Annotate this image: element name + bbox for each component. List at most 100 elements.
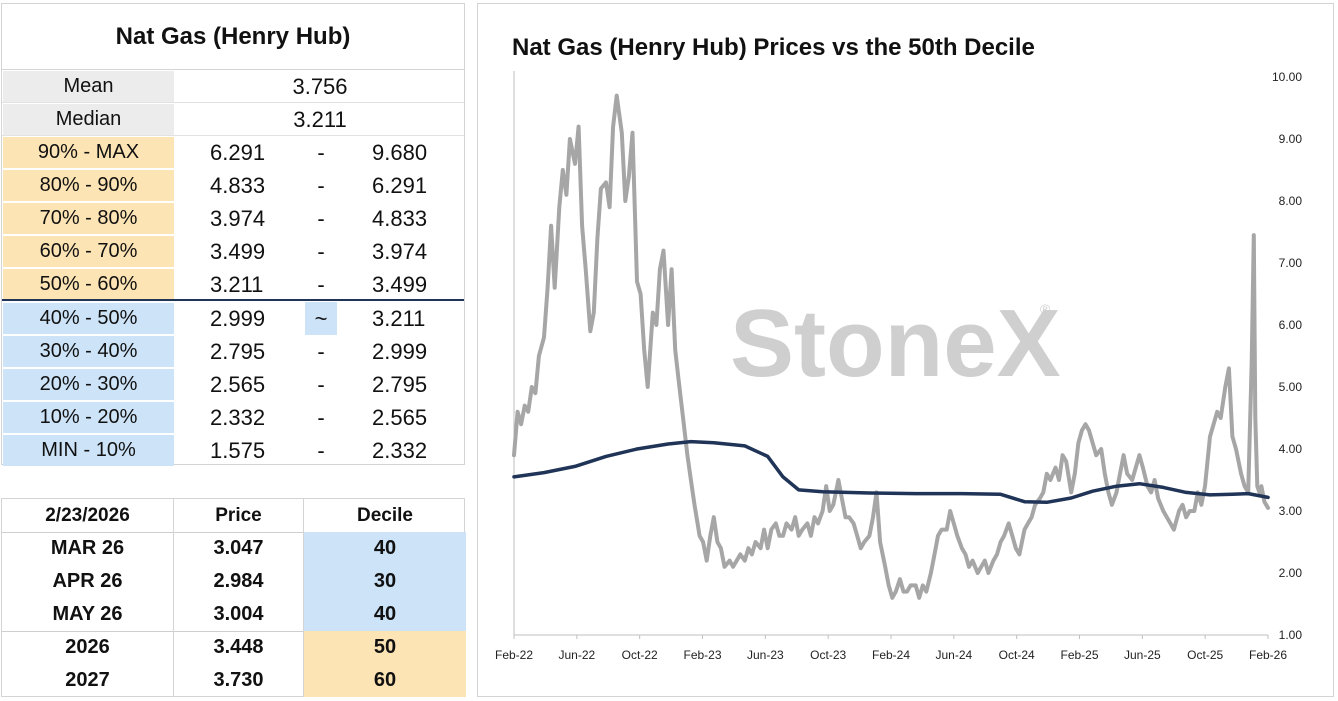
mean-label: Mean (3, 71, 174, 102)
contract-price: 3.448 (174, 631, 304, 664)
contract-name: MAY 26 (2, 598, 174, 631)
decile-label: 60% - 70% (3, 236, 174, 267)
decile-separator: - (317, 404, 325, 430)
decile-stats-table: Nat Gas (Henry Hub) Mean 3.756 Median 3.… (1, 3, 465, 467)
contract-decile: 30 (304, 565, 466, 598)
table-divider (2, 631, 464, 632)
price-chart-panel: Nat Gas (Henry Hub) Prices vs the 50th D… (477, 3, 1334, 697)
median-divider-line (2, 299, 464, 301)
left-panel: Nat Gas (Henry Hub) Mean 3.756 Median 3.… (0, 0, 466, 701)
futures-header-row: 2/23/2026 Price Decile (2, 499, 464, 532)
decile-row: 70% - 80% 3.974 - 4.833 (2, 202, 464, 235)
x-tick-label: Jun-23 (747, 648, 784, 662)
decile-high: 2.999 (372, 338, 428, 364)
decile-row: 40% - 50% 2.999 ~ 3.211 (2, 302, 464, 335)
contract-name: MAR 26 (2, 532, 174, 565)
decile-separator: - (317, 172, 325, 198)
decile-low: 2.795 (210, 338, 266, 364)
futures-row: MAY 26 3.004 40 (2, 598, 466, 631)
x-tick-label: Oct-25 (1187, 648, 1223, 662)
futures-date: 2/23/2026 (2, 499, 174, 532)
stonex-watermark: StoneX (730, 290, 1061, 397)
decile-label: 10% - 20% (3, 402, 174, 433)
contract-price: 3.730 (174, 664, 304, 697)
price-chart: StoneX® 1.00 2.00 3.00 4.00 5.00 6.00 7.00 8.00… (495, 70, 1303, 662)
decile-label: MIN - 10% (3, 435, 174, 466)
y-tick-label: 6.00 (1279, 318, 1303, 332)
decile-separator: - (317, 338, 325, 364)
futures-row: APR 26 2.984 30 (2, 565, 466, 598)
y-tick-label: 7.00 (1279, 256, 1303, 270)
median-value: 3.211 (293, 106, 347, 132)
futures-row: MAR 26 3.047 40 (2, 532, 466, 565)
x-tick-label: Feb-22 (495, 648, 533, 662)
decile-low: 6.291 (210, 139, 266, 165)
y-tick-label: 1.00 (1279, 628, 1303, 642)
decile-50th-line (512, 439, 1270, 505)
contract-decile: 40 (304, 532, 466, 565)
y-tick-label: 8.00 (1279, 194, 1303, 208)
decile-high: 4.833 (372, 205, 428, 231)
contract-price: 3.047 (174, 532, 304, 565)
decile-low: 2.565 (210, 371, 266, 397)
x-tick-label: Jun-24 (935, 648, 972, 662)
contract-price: 2.984 (174, 565, 304, 598)
decile-high: 3.974 (372, 238, 428, 264)
decile-separator: - (317, 371, 325, 397)
x-tick-label: Feb-25 (1060, 648, 1098, 662)
decile-label: 70% - 80% (3, 203, 174, 234)
decile-separator: - (317, 205, 325, 231)
decile-row: 50% - 60% 3.211 - 3.499 (2, 268, 464, 301)
registered-mark: ® (1040, 301, 1051, 317)
y-tick-label: 2.00 (1279, 566, 1303, 580)
decile-high: 2.565 (372, 404, 428, 430)
mean-value: 3.756 (292, 73, 348, 99)
price-line (512, 93, 1270, 600)
decile-high: 9.680 (372, 139, 428, 165)
decile-low: 1.575 (210, 437, 266, 463)
decile-row: 80% - 90% 4.833 - 6.291 (2, 169, 464, 202)
decile-row: 90% - MAX 6.291 - 9.680 (2, 136, 464, 169)
x-tick-label: Oct-22 (622, 648, 658, 662)
decile-label: 20% - 30% (3, 369, 174, 400)
decile-separator: - (317, 437, 325, 463)
x-tick-label: Jun-22 (558, 648, 595, 662)
median-row: Median 3.211 (2, 103, 464, 136)
contract-name: 2026 (2, 631, 174, 664)
decile-separator: - (317, 238, 325, 264)
decile-high: 2.795 (372, 371, 428, 397)
chart-title: Nat Gas (Henry Hub) Prices vs the 50th D… (512, 34, 1035, 61)
decile-low: 2.332 (210, 404, 266, 430)
x-tick-label: Feb-26 (1249, 648, 1287, 662)
decile-row: MIN - 10% 1.575 - 2.332 (2, 434, 464, 467)
futures-decile-table: 2/23/2026 Price Decile MAR 26 3.047 40 A… (1, 498, 466, 697)
decile-high: 3.499 (372, 271, 428, 297)
decile-row: 30% - 40% 2.795 - 2.999 (2, 335, 464, 368)
x-tick-label: Oct-24 (999, 648, 1035, 662)
mean-row: Mean 3.756 (2, 70, 464, 103)
decile-label: 80% - 90% (3, 170, 174, 201)
decile-high: 3.211 (372, 305, 426, 331)
x-tick-label: Feb-24 (872, 648, 910, 662)
x-tick-label: Feb-23 (683, 648, 721, 662)
futures-row: 2027 3.730 60 (2, 664, 466, 697)
price-header: Price (174, 499, 304, 532)
decile-label: 90% - MAX (3, 137, 174, 168)
decile-low: 2.999 (210, 305, 266, 331)
contract-decile: 50 (304, 631, 466, 664)
decile-separator: ~ (305, 302, 337, 335)
contract-name: APR 26 (2, 565, 174, 598)
contract-price: 3.004 (174, 598, 304, 631)
decile-low: 3.974 (210, 205, 266, 231)
table-divider (2, 532, 464, 533)
y-tick-label: 5.00 (1279, 380, 1303, 394)
decile-low: 4.833 (210, 172, 266, 198)
y-tick-label: 4.00 (1279, 442, 1303, 456)
contract-decile: 60 (304, 664, 466, 697)
decile-row: 60% - 70% 3.499 - 3.974 (2, 235, 464, 268)
stats-title: Nat Gas (Henry Hub) (2, 4, 464, 70)
contract-decile: 40 (304, 598, 466, 631)
decile-label: 50% - 60% (3, 269, 174, 300)
decile-low: 3.211 (210, 271, 264, 297)
decile-label: 30% - 40% (3, 336, 174, 367)
